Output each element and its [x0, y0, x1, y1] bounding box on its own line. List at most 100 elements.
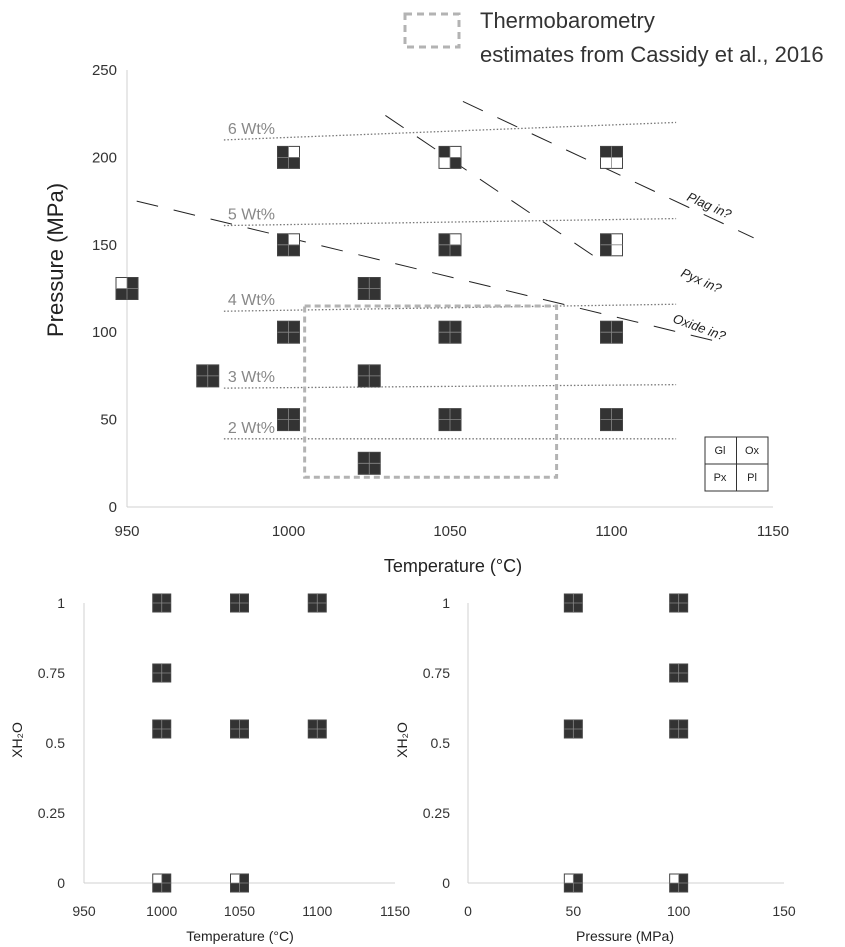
- phase-key-pl: Pl: [747, 472, 757, 484]
- xh2o-temperature-x-tick-label: 1150: [380, 903, 410, 919]
- legend-dashed-swatch: [403, 12, 461, 49]
- experiment-marker: [196, 364, 220, 388]
- xh2o-pressure-marker: [563, 593, 583, 613]
- xh2o-temperature-chart: 950 1000 1050 1100 1150 0 0.25 0.5 0.75 1 Tempera…: [9, 593, 411, 944]
- xh2o-pressure-y-tick-label: 0.75: [423, 665, 450, 681]
- thermobarometry-rect: [303, 304, 559, 479]
- isopleth-label: 5 Wt%: [228, 207, 275, 224]
- experiment-marker: [277, 233, 300, 257]
- xh2o-pressure-marker: [669, 663, 689, 683]
- phase-boundary-line: [385, 115, 596, 258]
- main-axes: 950 1000 1050 1100 1150 0 50 100 150 200 250: [92, 62, 789, 540]
- experiment-marker: [277, 408, 300, 432]
- xh2o-pressure-x-tick-label: 100: [667, 903, 691, 919]
- xh2o-temperature-marker: [152, 593, 172, 613]
- main-y-tick-label: 50: [100, 412, 117, 429]
- xh2o-temperature-y-label: XH₂O: [9, 722, 25, 758]
- phase-boundary-label: Pyx in?: [679, 265, 725, 296]
- xh2o-pressure-x-tick-label: 50: [566, 903, 582, 919]
- isopleth-label: 6 Wt%: [228, 121, 275, 138]
- xh2o-pressure-marker: [563, 873, 583, 893]
- legend-line-1: Thermobarometry: [480, 8, 655, 33]
- phase-key-px: Px: [714, 472, 727, 484]
- xh2o-pressure-y-tick-label: 0: [442, 875, 450, 891]
- experiment-marker: [115, 277, 139, 300]
- phase-boundary-line: [136, 200, 715, 342]
- xh2o-pressure-y-tick-label: 0.5: [431, 735, 451, 751]
- isopleth-label: 3 Wt%: [228, 369, 275, 386]
- xh2o-temperature-x-label: Temperature (°C): [186, 928, 294, 944]
- xh2o-pressure-marker: [669, 593, 689, 613]
- main-chart: 950 1000 1050 1100 1150 0 50 100 150 200 250 6 Wt%…: [43, 62, 789, 576]
- xh2o-temperature-axes: 950 1000 1050 1100 1150 0 0.25 0.5 0.75 1: [38, 595, 411, 919]
- main-x-tick-label: 1000: [272, 523, 305, 540]
- main-x-tick-label: 950: [114, 523, 139, 540]
- xh2o-temperature-marker: [152, 873, 172, 893]
- isopleth-lines: 6 Wt% 5 Wt% 4 Wt% 3 Wt% 2 Wt%: [223, 121, 677, 440]
- main-y-tick-label: 150: [92, 237, 117, 254]
- phase-key-gl: Gl: [715, 445, 726, 457]
- xh2o-pressure-y-tick-label: 1: [442, 595, 450, 611]
- legend-thermobarometry: Thermobarometry estimates from Cassidy e…: [403, 8, 824, 67]
- xh2o-temperature-marker: [307, 719, 327, 739]
- main-y-tick-label: 200: [92, 149, 117, 166]
- experiment-marker: [600, 320, 623, 344]
- xh2o-pressure-y-label: XH₂O: [394, 722, 410, 758]
- xh2o-temperature-x-tick-label: 1100: [302, 903, 332, 919]
- xh2o-pressure-x-label: Pressure (MPa): [576, 928, 674, 944]
- xh2o-pressure-y-tick-label: 0.25: [423, 805, 450, 821]
- xh2o-pressure-axes: 0 50 100 150 0 0.25 0.5 0.75 1: [423, 595, 796, 919]
- experiment-marker: [357, 364, 381, 388]
- xh2o-temperature-y-tick-label: 0: [57, 875, 65, 891]
- experiment-marker: [357, 277, 381, 300]
- xh2o-temperature-marker: [152, 663, 172, 683]
- experiment-marker: [438, 320, 462, 344]
- main-y-axis-label: Pressure (MPa): [43, 183, 68, 337]
- phase-boundary-line: [462, 101, 754, 239]
- isopleth-line: [223, 217, 677, 227]
- xh2o-pressure-marker: [563, 719, 583, 739]
- experiment-marker: [600, 408, 623, 432]
- experiment-marker: [277, 145, 300, 169]
- xh2o-pressure-chart: 0 50 100 150 0 0.25 0.5 0.75 1 Pressure (MPa) XH…: [394, 593, 796, 944]
- isopleth-line: [223, 121, 677, 141]
- main-y-tick-label: 250: [92, 62, 117, 79]
- main-x-axis-label: Temperature (°C): [384, 556, 522, 576]
- xh2o-pressure-x-tick-label: 150: [772, 903, 796, 919]
- xh2o-temperature-marker: [230, 719, 249, 739]
- xh2o-temperature-marker: [230, 873, 249, 893]
- isopleth-label: 4 Wt%: [228, 292, 275, 309]
- main-markers: [115, 145, 623, 475]
- xh2o-pressure-marker: [669, 873, 689, 893]
- xh2o-temperature-marker: [152, 719, 172, 739]
- thermobarometry-box: [303, 304, 559, 479]
- main-y-tick-label: 100: [92, 324, 117, 341]
- xh2o-pressure-x-tick-label: 0: [464, 903, 472, 919]
- experiment-marker: [357, 451, 381, 475]
- main-x-tick-label: 1150: [757, 523, 789, 540]
- experiment-marker: [600, 233, 623, 257]
- experiment-marker: [277, 320, 300, 344]
- experiment-marker: [438, 408, 462, 432]
- main-y-tick-label: 0: [109, 499, 117, 516]
- experiment-marker: [438, 233, 462, 257]
- xh2o-pressure-markers: [563, 593, 689, 893]
- phase-boundary-label: Oxide in?: [671, 311, 728, 344]
- xh2o-pressure-marker: [669, 719, 689, 739]
- xh2o-temperature-y-tick-label: 0.5: [46, 735, 66, 751]
- xh2o-temperature-marker: [307, 593, 327, 613]
- xh2o-temperature-x-tick-label: 1000: [146, 903, 177, 919]
- experiment-marker: [438, 145, 462, 169]
- xh2o-temperature-marker: [230, 593, 249, 613]
- xh2o-temperature-y-tick-label: 0.25: [38, 805, 65, 821]
- xh2o-temperature-x-tick-label: 950: [72, 903, 96, 919]
- xh2o-temperature-markers: [152, 593, 327, 893]
- xh2o-temperature-y-tick-label: 0.75: [38, 665, 65, 681]
- phase-key: Gl Ox Px Pl: [704, 436, 769, 492]
- isopleth-label: 2 Wt%: [228, 420, 275, 437]
- main-x-tick-label: 1050: [433, 523, 466, 540]
- legend-line-2: estimates from Cassidy et al., 2016: [480, 42, 824, 67]
- phase-key-ox: Ox: [745, 445, 760, 457]
- xh2o-temperature-y-tick-label: 1: [57, 595, 65, 611]
